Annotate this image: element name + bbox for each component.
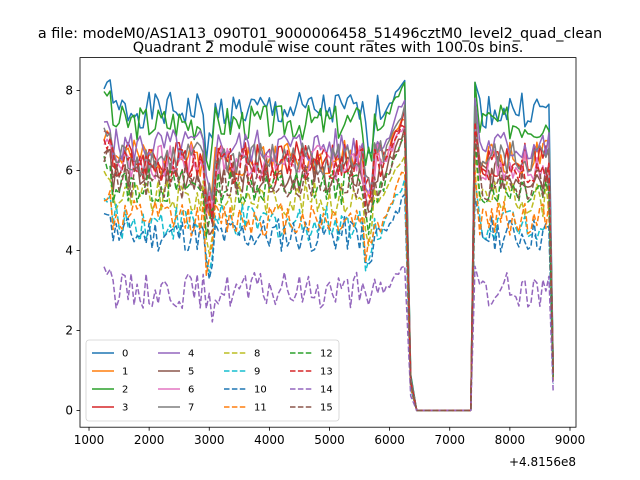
x-tick-label: 5000 bbox=[314, 433, 345, 447]
legend-label-8: 8 bbox=[254, 349, 260, 360]
series-line-14 bbox=[103, 265, 554, 412]
series-line-11 bbox=[103, 169, 554, 412]
y-tick-label: 8 bbox=[65, 83, 73, 97]
series-line-2 bbox=[103, 81, 554, 412]
series-line-4 bbox=[103, 97, 554, 412]
figure-suptitle: a file: modeM0/AS1A13_090T01_9000006458_… bbox=[38, 26, 602, 42]
y-tick-label: 2 bbox=[65, 323, 73, 337]
x-tick-label: 8000 bbox=[495, 433, 526, 447]
plot-area bbox=[103, 79, 554, 412]
legend-label-13: 13 bbox=[320, 367, 333, 378]
x-tick-label: 7000 bbox=[434, 433, 465, 447]
legend-label-1: 1 bbox=[122, 367, 128, 378]
legend-label-4: 4 bbox=[188, 349, 194, 360]
legend-label-14: 14 bbox=[320, 385, 333, 396]
x-tick-label: 9000 bbox=[555, 433, 586, 447]
legend-label-11: 11 bbox=[254, 403, 267, 414]
series-line-15 bbox=[103, 128, 554, 412]
legend-box bbox=[85, 339, 340, 422]
x-tick-label: 1000 bbox=[74, 433, 105, 447]
y-tick-label: 6 bbox=[65, 163, 73, 177]
axes-frame bbox=[79, 57, 577, 428]
series-line-10 bbox=[103, 193, 554, 412]
x-tick-label: 3000 bbox=[194, 433, 225, 447]
legend-label-7: 7 bbox=[188, 403, 194, 414]
series-line-7 bbox=[103, 104, 554, 412]
series-line-0 bbox=[103, 79, 554, 412]
y-axis: 0 2 4 6 8 bbox=[65, 83, 80, 417]
y-tick-label: 4 bbox=[65, 243, 73, 257]
legend-label-9: 9 bbox=[254, 367, 260, 378]
x-tick-label: 2000 bbox=[134, 433, 165, 447]
x-tick-label: 4000 bbox=[254, 433, 285, 447]
series-line-9 bbox=[103, 177, 554, 412]
series-line-12 bbox=[103, 135, 554, 412]
legend-label-15: 15 bbox=[320, 403, 333, 414]
x-offset-label: +4.8156e8 bbox=[509, 455, 576, 469]
y-tick-label: 0 bbox=[65, 403, 73, 417]
legend-label-10: 10 bbox=[254, 385, 267, 396]
legend-label-3: 3 bbox=[122, 403, 128, 414]
legend-label-2: 2 bbox=[122, 385, 128, 396]
legend-label-0: 0 bbox=[122, 349, 128, 360]
chart-title: Quadrant 2 module wise count rates with … bbox=[133, 40, 524, 56]
x-tick-label: 6000 bbox=[374, 433, 405, 447]
legend-label-5: 5 bbox=[188, 367, 194, 378]
x-axis: 1000 2000 3000 4000 5000 6000 7000 8000 9000 bbox=[74, 427, 586, 447]
legend-label-6: 6 bbox=[188, 385, 194, 396]
legend-label-12: 12 bbox=[320, 349, 333, 360]
